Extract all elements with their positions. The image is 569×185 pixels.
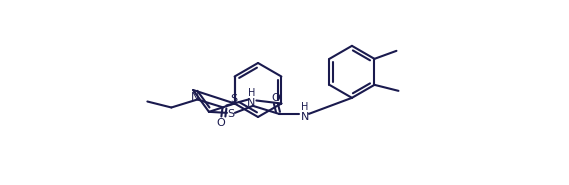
Text: H: H	[301, 102, 308, 112]
Text: S: S	[230, 93, 237, 103]
Text: O: O	[271, 93, 281, 103]
Text: N: N	[301, 112, 309, 122]
Text: H: H	[248, 88, 255, 97]
Text: O: O	[216, 117, 225, 127]
Text: S: S	[228, 109, 234, 119]
Text: N: N	[247, 97, 255, 107]
Text: N: N	[191, 92, 199, 102]
